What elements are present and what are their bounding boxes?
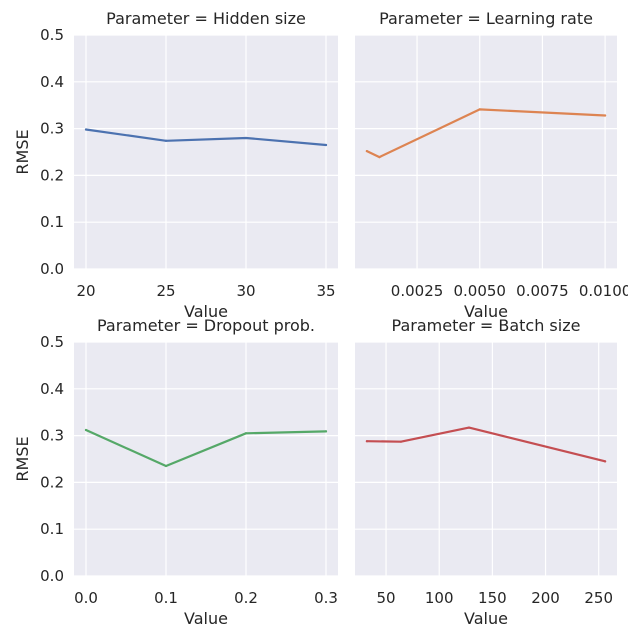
data-point (479, 108, 481, 110)
x-tick-label: 50 (377, 589, 396, 607)
facet-panel-2: 0.0025 0.0050 0.0075 0.0100 Parameter = Lear… (355, 9, 628, 321)
x-tick-label: 35 (316, 282, 335, 300)
y-axis-label: RMSE (13, 129, 32, 174)
x-tick-label: 0.3 (314, 589, 338, 607)
x-axis-label: Value (464, 609, 508, 628)
panel-background (355, 35, 617, 269)
panel-background (74, 342, 338, 576)
data-point (85, 429, 87, 431)
y-axis-label: RMSE (13, 436, 32, 481)
panel-title: Parameter = Batch size (392, 316, 581, 335)
facet-panel-3: 0.0 0.1 0.2 0.3 0.4 0.5 0.0 0.1 0.2 0.3 Parameter … (13, 316, 338, 628)
data-point (85, 128, 87, 130)
y-tick-label: 0.3 (40, 427, 64, 445)
data-point (378, 156, 380, 158)
x-axis-label: Value (184, 609, 228, 628)
facet-panel-1: 0.0 0.1 0.2 0.3 0.4 0.5 20 25 30 35 Parameter = Hi… (13, 9, 338, 321)
data-point (325, 430, 327, 432)
data-point (165, 140, 167, 142)
y-tick-label: 0.0 (40, 260, 64, 278)
panel-background (74, 35, 338, 269)
x-tick-label: 0.0025 (391, 282, 444, 300)
y-tick-label: 0.4 (40, 73, 64, 91)
y-tick-label: 0.0 (40, 567, 64, 585)
panel-background (355, 342, 617, 576)
y-tick-label: 0.3 (40, 120, 64, 138)
facet-panel-4: 50 100 150 200 250 Parameter = Batch size Valu… (355, 316, 617, 628)
data-point (245, 137, 247, 139)
data-point (366, 440, 368, 442)
x-tick-label: 0.0100 (579, 282, 628, 300)
y-tick-label: 0.1 (40, 520, 64, 538)
x-tick-label: 30 (236, 282, 255, 300)
x-tick-label: 0.0050 (453, 282, 506, 300)
y-tick-label: 0.2 (40, 473, 64, 491)
x-tick-label: 0.0075 (516, 282, 569, 300)
x-tick-label: 150 (478, 589, 507, 607)
data-point (325, 144, 327, 146)
y-tick-label: 0.2 (40, 166, 64, 184)
panel-title: Parameter = Dropout prob. (97, 316, 315, 335)
x-tick-label: 0.2 (234, 589, 258, 607)
x-tick-label: 100 (425, 589, 454, 607)
data-point (165, 465, 167, 467)
panel-title: Parameter = Learning rate (379, 9, 593, 28)
panel-title: Parameter = Hidden size (106, 9, 306, 28)
data-point (468, 427, 470, 429)
data-point (245, 432, 247, 434)
x-tick-label: 25 (156, 282, 175, 300)
x-tick-label: 250 (584, 589, 613, 607)
y-tick-label: 0.4 (40, 380, 64, 398)
x-tick-label: 20 (76, 282, 95, 300)
data-point (400, 441, 402, 443)
x-tick-label: 200 (531, 589, 560, 607)
data-point (604, 114, 606, 116)
y-tick-label: 0.1 (40, 213, 64, 231)
data-point (604, 460, 606, 462)
x-tick-label: 0.1 (154, 589, 178, 607)
y-tick-label: 0.5 (40, 26, 64, 44)
x-tick-label: 0.0 (74, 589, 98, 607)
y-tick-label: 0.5 (40, 333, 64, 351)
data-point (366, 150, 368, 152)
